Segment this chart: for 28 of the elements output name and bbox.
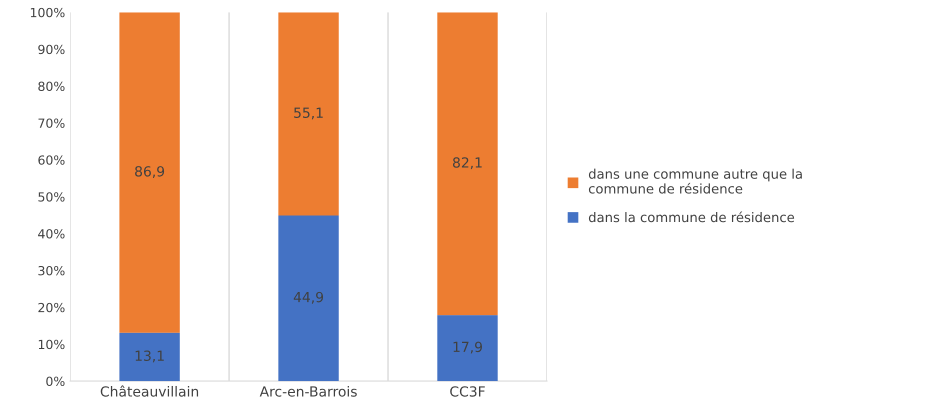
y-tick-label: 90% [38,44,65,54]
y-tick-label: 40% [38,229,65,239]
x-tick-label: Arc-en-Barrois [260,386,357,397]
bar [278,12,339,216]
x-tick-label: Châteauvillain [100,385,198,397]
x-tick-label: CC3F [450,386,485,397]
bar [119,12,180,333]
y-tick-label: 80% [38,82,65,92]
y-tick-label: 30% [38,266,65,276]
y-tick-label: 10% [38,340,65,350]
y-tick-label: 100% [30,8,65,18]
bar [119,332,180,382]
data-label: 17,9 [454,342,482,354]
data-label: 86,9 [135,166,164,178]
y-tick-label: 0% [46,376,65,386]
y-tick-label: 70% [38,118,65,128]
data-label: 82,1 [452,157,482,170]
data-label: 55,1 [294,108,323,120]
bar [437,12,498,316]
data-label: 13,1 [136,350,164,362]
bar [278,216,339,382]
legend-label: dans la commune de résidence [588,212,794,222]
bar [437,315,498,382]
data-label: 44,9 [294,292,324,304]
y-tick-label: 60% [38,155,65,165]
y-tick-label: 20% [38,302,65,312]
legend-label: dans une commune autre que la commune de résidence [588,168,802,194]
y-tick-label: 50% [38,192,65,202]
